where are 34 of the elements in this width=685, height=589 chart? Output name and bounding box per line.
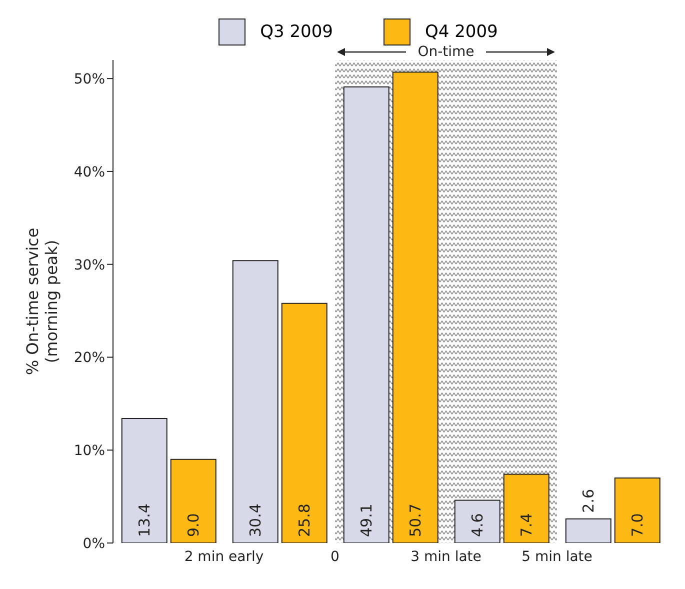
bar xyxy=(392,72,438,543)
bar xyxy=(281,302,328,543)
bar xyxy=(232,260,278,543)
data-label: 4.6 xyxy=(468,513,486,537)
bar xyxy=(503,474,550,543)
text: 2 min early xyxy=(184,548,264,565)
legend-label: Q3 2009 xyxy=(260,22,333,42)
bar xyxy=(614,477,660,543)
data-label: 25.8 xyxy=(295,504,314,537)
text: 5 min late xyxy=(522,548,592,565)
data-label: 49.1 xyxy=(357,504,376,537)
bar xyxy=(343,86,390,543)
y-axis-title: % On-time service (morning peak) xyxy=(23,228,61,376)
y-tick-label: 20% xyxy=(74,350,105,366)
data-label: 7.4 xyxy=(517,513,536,537)
legend-label: Q4 2009 xyxy=(425,22,498,42)
data-label: 2.6 xyxy=(579,488,598,513)
bar xyxy=(454,500,500,543)
data-label: 13.4 xyxy=(135,504,154,537)
y-tick-label: 50% xyxy=(74,72,105,88)
bar xyxy=(121,418,168,543)
y-tick-label: 0% xyxy=(82,536,105,552)
y-tick-label: 40% xyxy=(74,164,105,180)
data-label: 7.0 xyxy=(628,513,646,537)
text: 3 min late xyxy=(410,548,482,565)
data-label: 30.4 xyxy=(246,504,264,537)
bar xyxy=(170,458,216,543)
data-label: 50.7 xyxy=(406,504,424,537)
text: 0 xyxy=(330,548,340,565)
y-tick-label: 30% xyxy=(74,257,105,274)
data-label: 9.0 xyxy=(184,513,202,537)
annotation: On-time xyxy=(418,44,474,60)
y-tick-label: 10% xyxy=(74,443,105,460)
bar xyxy=(565,518,612,543)
